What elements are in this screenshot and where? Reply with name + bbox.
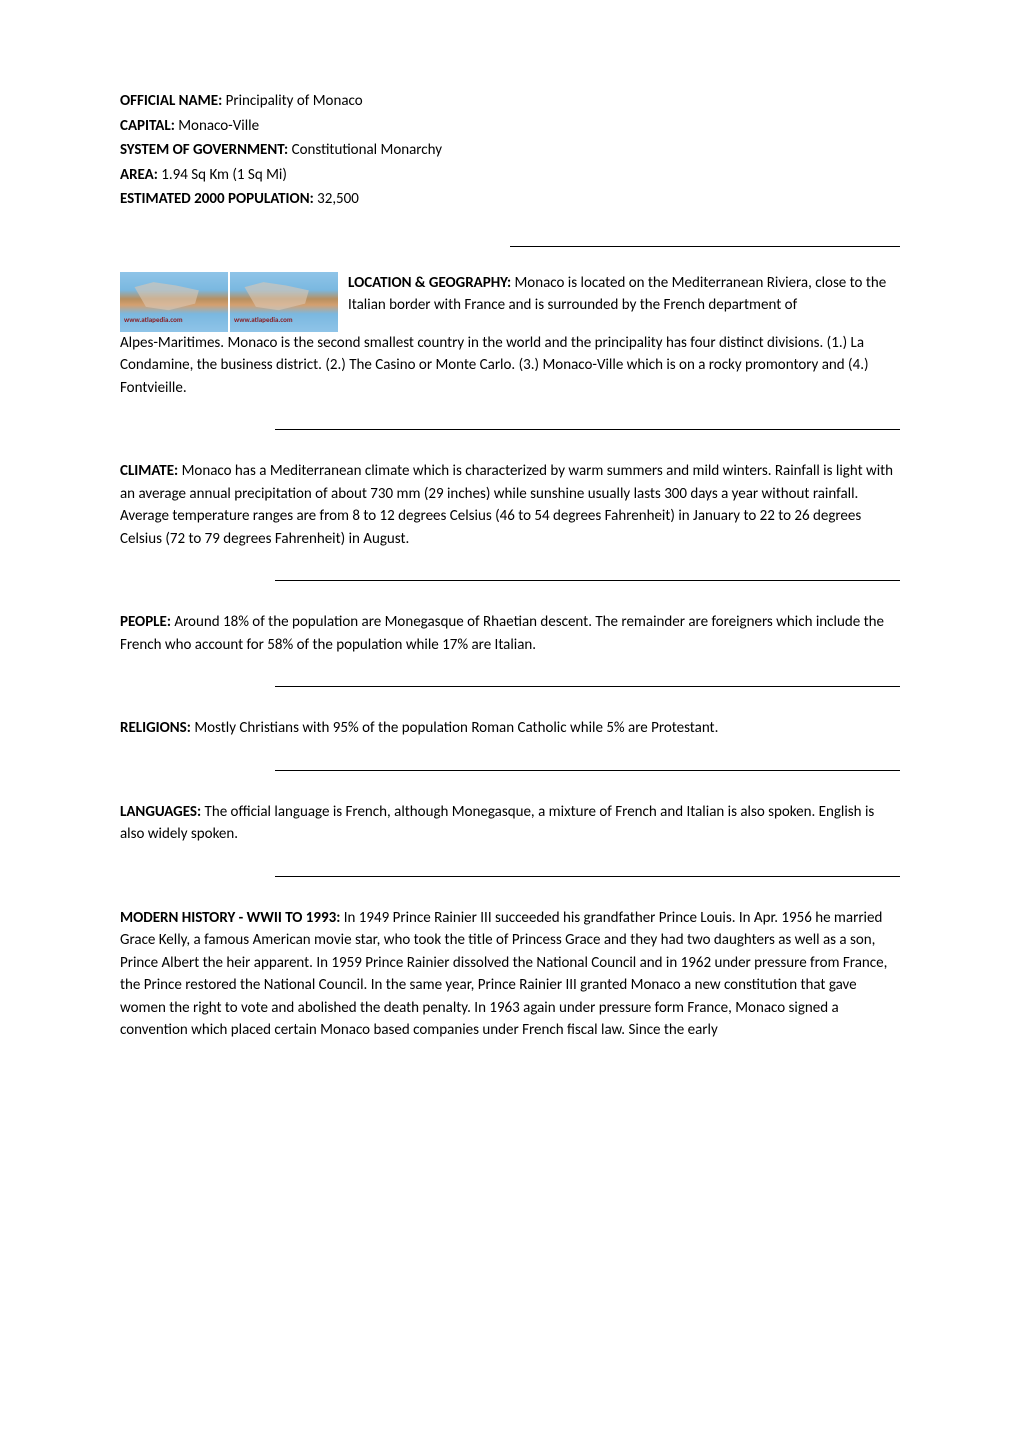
divider (275, 429, 900, 430)
divider (275, 770, 900, 771)
languages-text: The official language is French, althoug… (120, 803, 874, 844)
population-value: 32,500 (314, 190, 359, 208)
area-line: AREA: 1.94 Sq Km (1 Sq Mi) (120, 164, 900, 187)
geography-text-bottom: Alpes-Maritimes. Monaco is the second sm… (120, 332, 900, 400)
world-map-icon: www.atlapedia.com (230, 272, 338, 332)
religions-label: RELIGIONS: (120, 719, 191, 737)
divider (275, 876, 900, 877)
religions-section: RELIGIONS: Mostly Christians with 95% of… (120, 717, 900, 740)
capital-label: CAPITAL: (120, 117, 175, 135)
capital-value: Monaco-Ville (175, 117, 259, 135)
header-block: OFFICIAL NAME: Principality of Monaco CA… (120, 90, 900, 211)
population-line: ESTIMATED 2000 POPULATION: 32,500 (120, 188, 900, 211)
climate-text: Monaco has a Mediterranean climate which… (120, 462, 893, 548)
history-text: In 1949 Prince Rainier III succeeded his… (120, 909, 887, 1040)
system-label: SYSTEM OF GOVERNMENT: (120, 141, 288, 159)
people-text: Around 18% of the population are Monegas… (120, 613, 884, 654)
climate-label: CLIMATE: (120, 462, 178, 480)
official-name-label: OFFICIAL NAME: (120, 92, 222, 110)
map-watermark: www.atlapedia.com (234, 315, 293, 326)
official-name-line: OFFICIAL NAME: Principality of Monaco (120, 90, 900, 113)
system-line: SYSTEM OF GOVERNMENT: Constitutional Mon… (120, 139, 900, 162)
people-section: PEOPLE: Around 18% of the population are… (120, 611, 900, 656)
geography-text-top: LOCATION & GEOGRAPHY: Monaco is located … (348, 272, 900, 317)
divider (510, 246, 900, 247)
history-label: MODERN HISTORY - WWII TO 1993: (120, 909, 340, 927)
geography-label: LOCATION & GEOGRAPHY: (348, 274, 511, 292)
geography-section: www.atlapedia.com www.atlapedia.com LOCA… (120, 272, 900, 400)
history-section: MODERN HISTORY - WWII TO 1993: In 1949 P… (120, 907, 900, 1042)
languages-label: LANGUAGES: (120, 803, 201, 821)
divider (275, 580, 900, 581)
capital-line: CAPITAL: Monaco-Ville (120, 115, 900, 138)
area-label: AREA: (120, 166, 158, 184)
area-value: 1.94 Sq Km (1 Sq Mi) (158, 166, 287, 184)
religions-text: Mostly Christians with 95% of the popula… (191, 719, 718, 737)
map-watermark: www.atlapedia.com (124, 315, 183, 326)
divider (275, 686, 900, 687)
map-images: www.atlapedia.com www.atlapedia.com (120, 272, 338, 332)
people-label: PEOPLE: (120, 613, 171, 631)
climate-section: CLIMATE: Monaco has a Mediterranean clim… (120, 460, 900, 550)
system-value: Constitutional Monarchy (288, 141, 442, 159)
languages-section: LANGUAGES: The official language is Fren… (120, 801, 900, 846)
official-name-value: Principality of Monaco (222, 92, 362, 110)
world-map-icon: www.atlapedia.com (120, 272, 228, 332)
population-label: ESTIMATED 2000 POPULATION: (120, 190, 314, 208)
